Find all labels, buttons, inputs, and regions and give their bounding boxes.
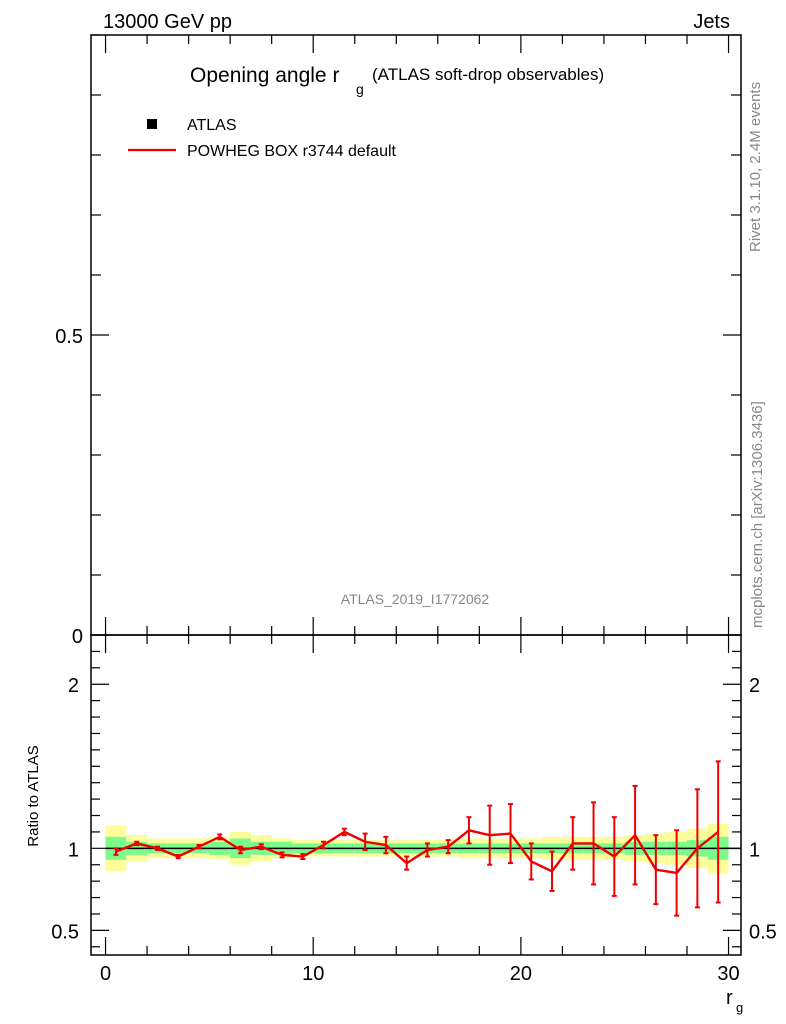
main-y-tick-labels: 00.5 bbox=[55, 326, 83, 648]
plot-title: Opening angle r bbox=[190, 64, 339, 87]
main-panel-ticks bbox=[91, 34, 741, 636]
ratio-x-tick-label: 20 bbox=[510, 963, 532, 985]
ratio-y-tick-label-right: 2 bbox=[749, 675, 760, 697]
legend-data-marker bbox=[147, 119, 157, 129]
ratio-y-tick-label-right: 0.5 bbox=[749, 921, 777, 943]
ratio-panel-frame bbox=[90, 634, 742, 956]
plot-title-extra: (ATLAS soft-drop observables) bbox=[372, 65, 604, 84]
ratio-panel-ticks bbox=[91, 635, 741, 955]
ratio-y-tick-labels: 0.5 0.5 1 1 2 2 bbox=[51, 675, 777, 943]
header-energy: 13000 GeV pp bbox=[103, 11, 232, 33]
legend-mc-label: POWHEG BOX r3744 default bbox=[187, 143, 397, 160]
plot-title-subscript: g bbox=[356, 81, 364, 97]
x-axis-label: r bbox=[726, 987, 733, 1009]
mcplots-label: mcplots.cern.ch [arXiv:1306.3436] bbox=[749, 401, 766, 628]
ratio-y-tick-label-left: 0.5 bbox=[51, 921, 79, 943]
x-axis-label-subscript: g bbox=[736, 1000, 743, 1015]
rivet-version-label: Rivet 3.1.10, 2.4M events bbox=[747, 82, 764, 252]
ratio-y-axis-label: Ratio to ATLAS bbox=[25, 745, 42, 846]
ratio-mc-line bbox=[115, 828, 719, 875]
header-process: Jets bbox=[693, 11, 730, 33]
ratio-y-tick-label-right: 1 bbox=[749, 839, 760, 861]
ratio-x-tick-label: 30 bbox=[717, 963, 739, 985]
analysis-watermark: ATLAS_2019_I1772062 bbox=[341, 591, 490, 607]
ratio-x-tick-label: 10 bbox=[302, 963, 324, 985]
ratio-y-tick-label-left: 1 bbox=[68, 839, 79, 861]
ratio-y-tick-label-left: 2 bbox=[68, 675, 79, 697]
main-y-tick-label: 0 bbox=[72, 626, 83, 648]
main-y-tick-label: 0.5 bbox=[55, 326, 83, 348]
legend-data-label: ATLAS bbox=[187, 117, 237, 134]
ratio-x-tick-labels: 0 10 20 30 bbox=[100, 963, 740, 985]
ratio-x-tick-label: 0 bbox=[100, 963, 111, 985]
